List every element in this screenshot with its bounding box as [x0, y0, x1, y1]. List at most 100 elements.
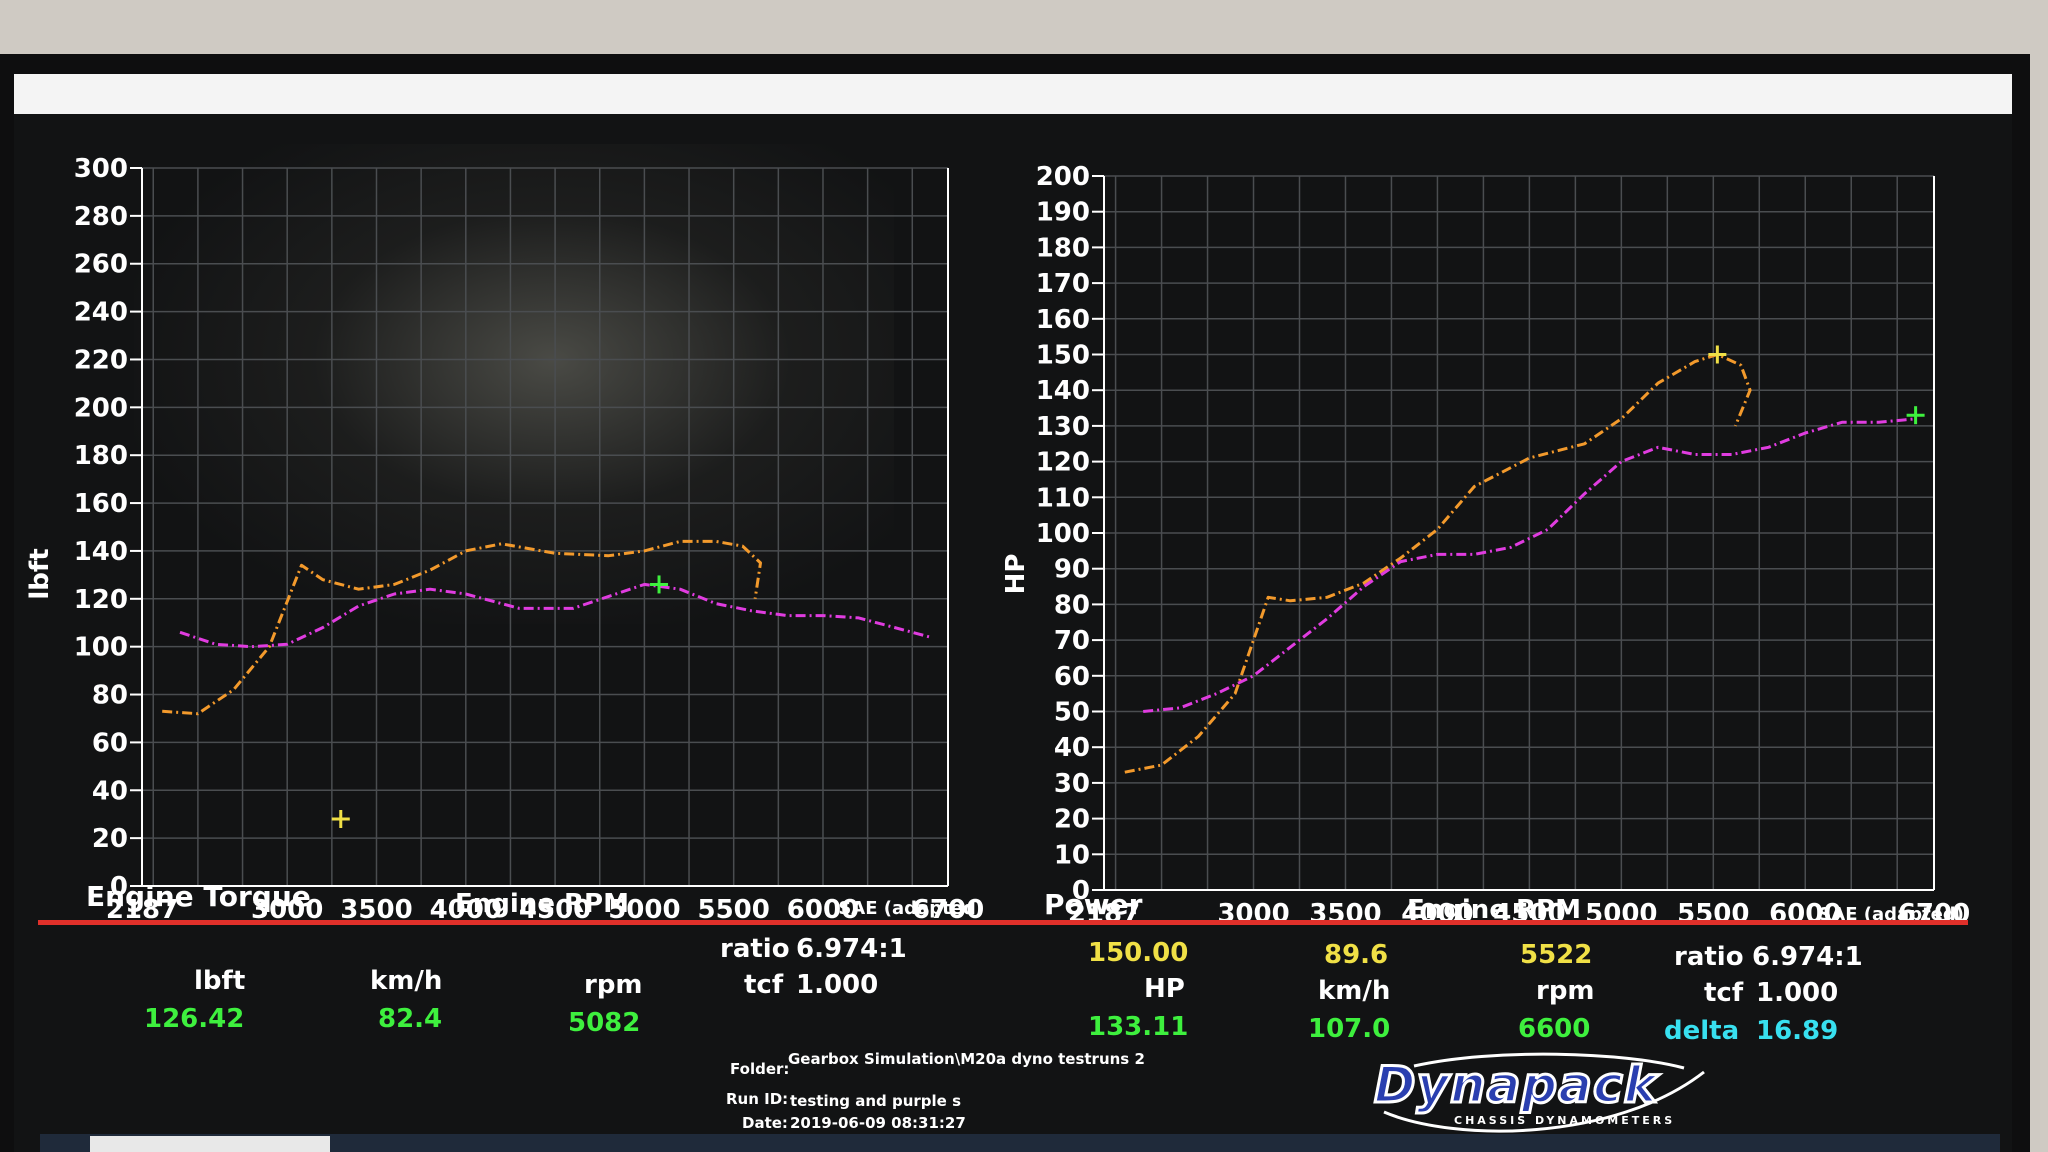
left-tcf-label: tcf	[744, 970, 784, 1000]
power-y-tick-label: 90	[1054, 555, 1090, 585]
torque-chart: 0 20 40 60 80 100 120 140 160 180 200 220 240 260 280 3…	[25, 154, 984, 925]
folder-value: Gearbox Simulation\M20a dyno testruns 2	[788, 1050, 1145, 1068]
taskbar-search-box[interactable]	[90, 1136, 330, 1152]
torque-y-tick-label: 100	[74, 633, 128, 663]
right-ratio-value: 6.974:1	[1752, 942, 1863, 972]
left-tcf-value: 1.000	[796, 970, 879, 1000]
power-y-tick-label: 130	[1036, 412, 1090, 442]
power-y-tick-label: 60	[1054, 662, 1090, 692]
left-value-rpm: 5082	[568, 1008, 641, 1038]
power-y-tick-label: 100	[1036, 519, 1090, 549]
power-chart: 0 10 20 30 40 50 60 70 80 90 100 110 120 130 140 150 160…	[1004, 162, 1970, 929]
power-y-tick-label: 180	[1036, 233, 1090, 263]
right-label-hp: HP	[1144, 974, 1185, 1004]
left-label-kmh: km/h	[370, 966, 443, 996]
power-y-tick-label: 200	[1036, 162, 1090, 192]
torque-y-tick-label: 120	[74, 585, 128, 615]
left-value-lbft: 126.42	[144, 1004, 245, 1034]
torque-y-tick-label: 60	[92, 728, 128, 758]
torque-y-tick-label: 200	[74, 393, 128, 423]
right-ratio-label: ratio	[1674, 942, 1744, 972]
torque-x-axis-label: Engine RPM	[455, 889, 629, 919]
right-delta-value: 16.89	[1756, 1016, 1839, 1046]
power-sae-note: SAE (adapted)	[1818, 904, 1964, 925]
right-peak-kmh: 89.6	[1324, 940, 1389, 970]
left-value-kmh: 82.4	[378, 1004, 443, 1034]
power-y-tick-label: 190	[1036, 198, 1090, 228]
date-label: Date:	[742, 1114, 788, 1132]
power-y-tick-label: 170	[1036, 269, 1090, 299]
torque-y-axis-label: lbft	[25, 548, 55, 599]
right-label-kmh: km/h	[1318, 976, 1391, 1006]
torque-y-tick-label: 240	[74, 298, 128, 328]
torque-y-tick-label: 160	[74, 489, 128, 519]
torque-markers	[331, 575, 669, 828]
run-id-label: Run ID:	[726, 1090, 789, 1108]
power-y-tick-label: 110	[1036, 483, 1090, 513]
torque-y-tick-label: 0	[110, 872, 128, 902]
right-value-rpm: 6600	[1518, 1014, 1591, 1044]
torque-y-tick-label: 300	[74, 154, 128, 184]
logo-subtitle: CHASSIS DYNAMOMETERS	[1454, 1114, 1676, 1127]
power-y-tick-label: 0	[1072, 876, 1090, 906]
power-y-tick-label: 10	[1054, 840, 1090, 870]
torque-y-tick-label: 20	[92, 824, 128, 854]
power-y-tick-label: 140	[1036, 376, 1090, 406]
torque-y-tick-label: 40	[92, 776, 128, 806]
torque-cursor-marker	[650, 575, 669, 594]
right-tcf-value: 1.000	[1756, 978, 1839, 1008]
power-grid	[1103, 175, 1935, 891]
torque-sae-note: SAE (adapted)	[838, 898, 984, 919]
power-series-line-1	[1143, 417, 1916, 713]
logo-wordmark: Dynapack	[1373, 1055, 1659, 1116]
date-value: 2019-06-09 08:31:27	[790, 1114, 966, 1132]
right-value-hp: 133.11	[1088, 1012, 1189, 1042]
torque-y-ticks: 0 20 40 60 80 100 120 140 160 180 200 220 240 260 280 3…	[74, 154, 142, 902]
dynapack-logo: Dynapack CHASSIS DYNAMOMETERS	[1373, 1052, 1714, 1142]
power-cursor-marker	[1906, 406, 1925, 425]
left-label-lbft: lbft	[194, 966, 246, 996]
power-series	[1124, 353, 1916, 774]
power-y-axis-label: HP	[1004, 554, 1031, 595]
torque-chart-title: Engine Torque	[86, 880, 311, 913]
right-value-kmh: 107.0	[1308, 1014, 1391, 1044]
torque-series-line-1	[179, 582, 931, 649]
right-tcf-label: tcf	[1704, 978, 1744, 1008]
power-y-tick-label: 20	[1054, 805, 1090, 835]
right-label-rpm: rpm	[1536, 976, 1595, 1006]
windows-taskbar	[40, 1134, 2000, 1152]
right-peak-hp: 150.00	[1088, 938, 1189, 968]
power-markers	[1708, 345, 1925, 425]
power-cursor-marker	[1708, 345, 1727, 364]
right-delta-label: delta	[1664, 1016, 1740, 1046]
power-y-tick-label: 120	[1036, 448, 1090, 478]
torque-y-tick-label: 260	[74, 250, 128, 280]
power-y-ticks: 0 10 20 30 40 50 60 70 80 90 100 110 120 130 140 150 160…	[1036, 162, 1104, 906]
torque-y-tick-label: 280	[74, 202, 128, 232]
logo-swoosh	[1383, 1052, 1705, 1133]
torque-cursor-marker	[331, 809, 350, 828]
torque-y-tick-label: 140	[74, 537, 128, 567]
left-label-rpm: rpm	[584, 970, 643, 1000]
power-y-tick-label: 160	[1036, 305, 1090, 335]
torque-y-tick-label: 220	[74, 345, 128, 375]
power-y-tick-label: 40	[1054, 733, 1090, 763]
power-y-tick-label: 80	[1054, 590, 1090, 620]
left-ratio-label: ratio	[720, 934, 790, 964]
torque-grid	[141, 167, 949, 887]
torque-y-tick-label: 80	[92, 681, 128, 711]
run-id-value: testing and purple s	[790, 1092, 961, 1110]
right-peak-rpm: 5522	[1520, 940, 1593, 970]
power-y-tick-label: 50	[1054, 698, 1090, 728]
left-ratio-value: 6.974:1	[796, 934, 907, 964]
divider-red-line	[38, 920, 1968, 925]
torque-series	[162, 539, 931, 716]
torque-y-tick-label: 180	[74, 441, 128, 471]
power-y-tick-label: 150	[1036, 341, 1090, 371]
power-y-tick-label: 70	[1054, 626, 1090, 656]
folder-label: Folder:	[730, 1060, 790, 1078]
dyno-screen: 0 20 40 60 80 100 120 140 160 180 200 220 240 260 280 3…	[14, 74, 2012, 1152]
window-top-bar	[14, 74, 2012, 114]
power-chart-title: Power	[1044, 888, 1143, 921]
power-y-tick-label: 30	[1054, 769, 1090, 799]
